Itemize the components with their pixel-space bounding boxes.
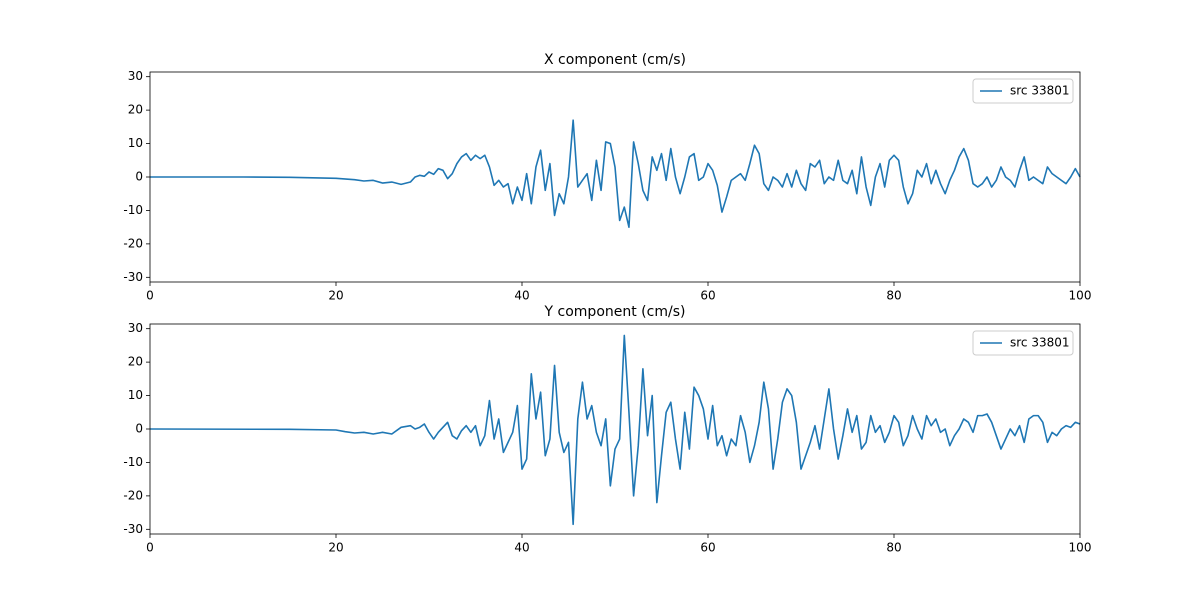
data-line (149, 334, 1081, 526)
y-tick-label: -30 (123, 270, 143, 284)
y-tick-label: -10 (123, 455, 143, 469)
y-tick-label: 20 (128, 355, 143, 369)
y-tick-label: 20 (128, 103, 143, 117)
x-tick-label: 60 (700, 541, 715, 555)
x-tick-label: 0 (146, 541, 154, 555)
y-tick-label: 30 (128, 321, 143, 335)
y-tick-label: -30 (123, 522, 143, 536)
legend-box (972, 78, 1074, 104)
y-tick-label: -20 (123, 236, 143, 250)
data-line (150, 119, 1081, 228)
y-tick-label: 10 (128, 136, 143, 150)
y-tick-label: -20 (123, 488, 143, 502)
x-tick-label: 100 (1069, 289, 1092, 303)
x-tick-label: 60 (700, 289, 715, 303)
x-tick-label: 20 (328, 541, 343, 555)
legend-box (972, 330, 1074, 356)
x-tick-label: 40 (514, 541, 529, 555)
legend-label: src 33801 (1010, 84, 1070, 98)
y-tick-label: 0 (135, 170, 143, 184)
y-tick-label: -10 (123, 203, 143, 217)
x-tick-label: 20 (328, 289, 343, 303)
chart-title: X component (cm/s) (544, 52, 686, 68)
x-tick-label: 40 (514, 289, 529, 303)
x-tick-label: 80 (886, 289, 901, 303)
legend-label: src 33801 (1010, 336, 1070, 350)
y-tick-label: 0 (135, 422, 143, 436)
x-tick-label: 100 (1069, 541, 1092, 555)
x-tick-label: 80 (886, 541, 901, 555)
y-tick-label: 30 (128, 69, 143, 83)
y-tick-label: 10 (128, 388, 143, 402)
chart-title: Y component (cm/s) (544, 304, 686, 320)
x-tick-label: 0 (146, 289, 154, 303)
